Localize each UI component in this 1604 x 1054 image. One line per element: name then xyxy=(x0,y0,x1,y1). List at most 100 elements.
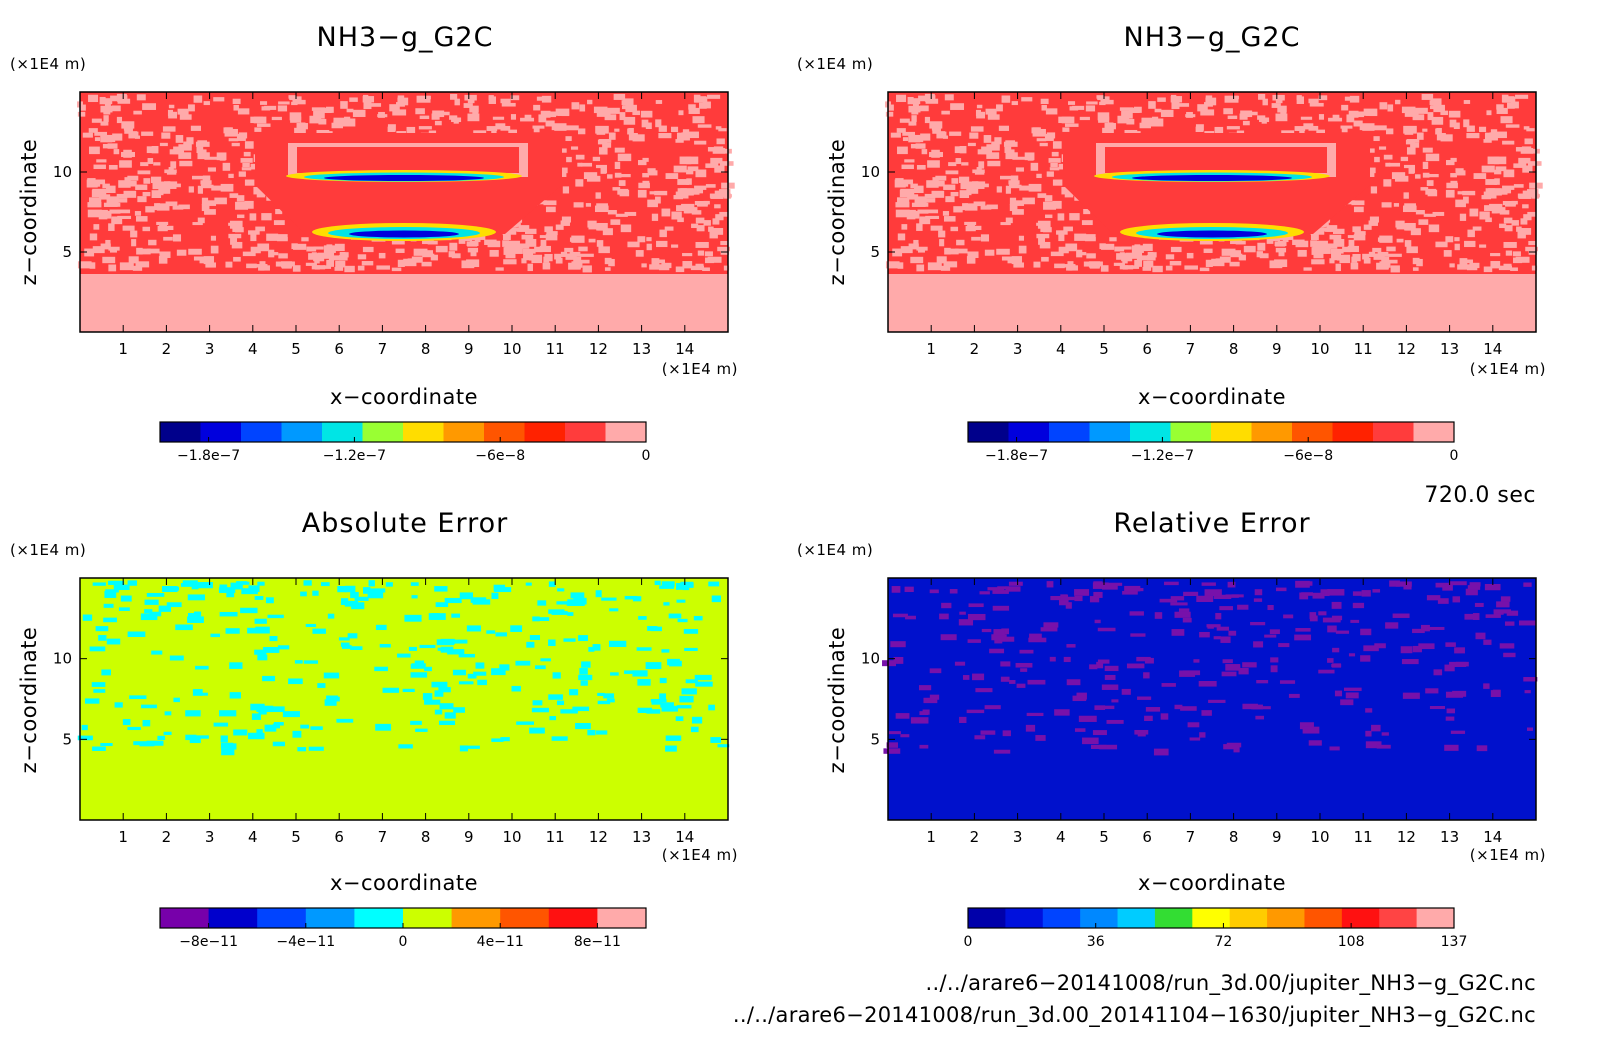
speckle xyxy=(907,209,916,218)
speckle xyxy=(87,202,102,208)
speckle xyxy=(250,246,261,254)
speckle xyxy=(942,135,948,139)
speckle xyxy=(647,199,658,208)
speckle xyxy=(165,201,178,207)
speckle xyxy=(1254,589,1263,596)
speckle xyxy=(291,101,298,106)
speckle xyxy=(941,110,950,115)
speckle xyxy=(1018,245,1027,254)
speckle xyxy=(1012,209,1024,215)
speckle xyxy=(94,131,108,136)
speckle xyxy=(665,735,682,741)
speckle xyxy=(1046,581,1054,588)
speckle xyxy=(1033,261,1041,268)
speckle xyxy=(467,241,478,247)
speckle xyxy=(966,188,972,196)
speckle xyxy=(570,592,585,599)
speckle xyxy=(1450,730,1466,734)
speckle xyxy=(1083,261,1094,267)
speckle xyxy=(526,641,535,648)
speckle xyxy=(292,730,302,738)
speckle xyxy=(1485,217,1492,223)
speckle xyxy=(1216,626,1230,631)
speckle xyxy=(414,660,425,666)
speckle xyxy=(1228,630,1237,636)
speckle xyxy=(1199,238,1213,245)
speckle xyxy=(229,662,243,669)
speckle xyxy=(658,125,667,132)
speckle xyxy=(1497,189,1512,194)
speckle xyxy=(1174,611,1191,618)
colorbar-tick-label: −6e−8 xyxy=(1283,448,1333,464)
speckle xyxy=(459,592,474,600)
speckle xyxy=(486,630,496,634)
speckle xyxy=(1208,699,1226,703)
speckle xyxy=(454,98,460,106)
speckle xyxy=(670,126,679,133)
speckle xyxy=(637,707,653,713)
speckle xyxy=(566,156,572,163)
speckle xyxy=(242,251,256,257)
speckle xyxy=(999,175,1014,180)
speckle xyxy=(1429,705,1446,710)
speckle xyxy=(93,164,106,170)
speckle xyxy=(408,646,417,651)
speckle xyxy=(1256,251,1263,258)
speckle xyxy=(253,187,260,195)
speckle xyxy=(1122,259,1128,264)
x-tick-label: 1 xyxy=(118,828,128,846)
speckle xyxy=(436,639,455,646)
speckle xyxy=(1372,247,1382,253)
speckle xyxy=(241,167,252,171)
speckle xyxy=(587,729,596,736)
speckle xyxy=(607,174,613,179)
speckle xyxy=(710,157,723,164)
speckle xyxy=(1387,104,1394,112)
speckle xyxy=(142,226,151,232)
speckle xyxy=(885,261,900,269)
speckle xyxy=(1074,589,1090,596)
speckle xyxy=(1090,744,1107,749)
speckle xyxy=(1147,255,1156,261)
speckle xyxy=(91,118,102,123)
speckle xyxy=(309,115,322,124)
speckle xyxy=(1269,260,1283,269)
speckle xyxy=(1427,112,1434,121)
colorbar-swatch xyxy=(605,422,647,442)
speckle xyxy=(686,169,694,175)
speckle xyxy=(1481,165,1495,173)
speckle xyxy=(521,258,527,264)
speckle xyxy=(1054,263,1065,269)
speckle xyxy=(197,217,205,224)
speckle xyxy=(994,137,1002,145)
speckle xyxy=(1124,129,1138,134)
speckle xyxy=(435,245,448,253)
speckle xyxy=(1101,243,1115,250)
speckle xyxy=(1038,236,1046,245)
speckle xyxy=(1206,624,1221,628)
speckle xyxy=(663,602,670,606)
speckle xyxy=(95,626,109,632)
x-tick-label: 5 xyxy=(1099,828,1109,846)
speckle xyxy=(916,223,923,231)
colorbar-swatch xyxy=(1304,908,1343,928)
colorbar-swatch xyxy=(1008,422,1050,442)
speckle xyxy=(975,688,993,693)
speckle xyxy=(128,256,139,264)
speckle xyxy=(205,262,216,268)
speckle xyxy=(326,259,335,267)
speckle xyxy=(1503,652,1516,658)
speckle xyxy=(956,239,965,246)
speckle xyxy=(86,179,98,188)
speckle xyxy=(680,188,694,196)
speckle xyxy=(1043,201,1057,210)
speckle xyxy=(440,646,454,653)
speckle xyxy=(1404,240,1412,247)
speckle xyxy=(1410,228,1421,236)
speckle xyxy=(1488,188,1502,196)
speckle xyxy=(572,706,590,712)
speckle xyxy=(130,131,138,137)
speckle xyxy=(88,213,101,217)
speckle xyxy=(441,111,450,116)
speckle xyxy=(244,141,254,149)
